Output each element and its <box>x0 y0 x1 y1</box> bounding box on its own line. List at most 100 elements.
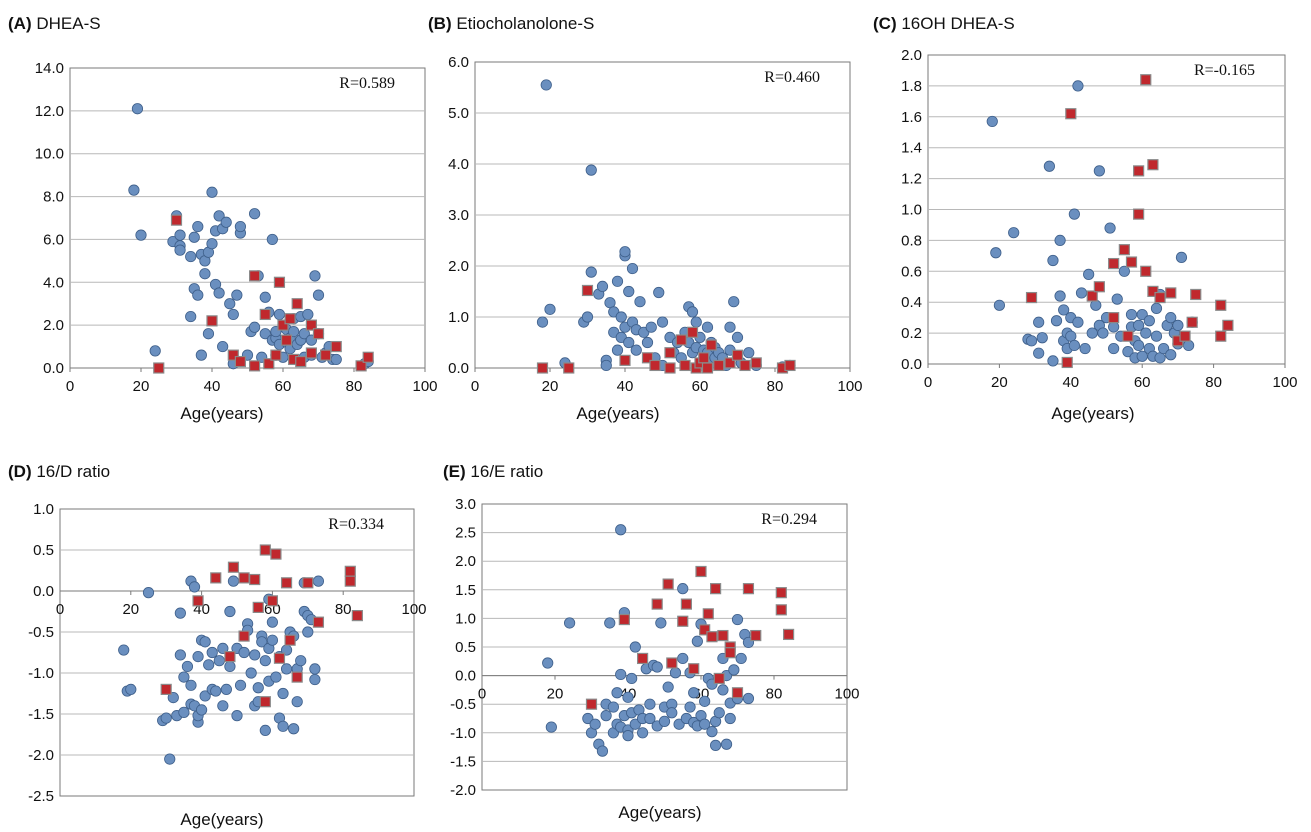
chart-a-point-circle <box>199 268 211 280</box>
chart-a-point-square <box>249 360 261 372</box>
chart-d-point-circle <box>181 660 194 673</box>
chart-d-point-circle <box>238 646 250 659</box>
chart-c-point-circle <box>1083 268 1095 280</box>
chart-d-xtick-label: 100 <box>401 601 426 618</box>
chart-e-point-circle <box>545 721 557 733</box>
chart-d-point-circle <box>203 659 215 671</box>
chart-a-r-value: R=0.589 <box>339 75 395 92</box>
chart-c-point-square <box>1122 330 1134 342</box>
chart-c-ytick-label: 1.0 <box>901 202 922 219</box>
chart-d-point-square <box>312 616 325 628</box>
chart-a-point-square <box>362 351 374 363</box>
chart-d-point-circle <box>227 575 240 587</box>
chart-a-point-circle <box>234 220 246 233</box>
chart-a-point-circle <box>330 353 342 366</box>
chart-d-point-circle <box>199 690 211 702</box>
chart-a-xtick-label: 60 <box>275 378 292 395</box>
chart-a-ytick-label: 12.0 <box>35 103 64 120</box>
panel-e-title: (E) 16/E ratio <box>443 462 543 482</box>
chart-a-point-circle <box>224 298 236 310</box>
chart-e-point-circle <box>626 672 638 685</box>
chart-d-point-square <box>284 634 296 646</box>
chart-d-point-circle <box>256 636 268 648</box>
chart-e-point-circle <box>699 695 711 707</box>
chart-b-point-square <box>649 359 661 372</box>
panel-a-title: (A) DHEA-S <box>8 14 101 34</box>
chart-c-point-circle <box>1104 222 1116 234</box>
chart-b-point-circle <box>623 336 635 349</box>
chart-a-point-circle <box>249 208 261 220</box>
chart-b-xtick-label: 40 <box>617 378 634 395</box>
chart-c-point-circle <box>1072 316 1084 328</box>
chart-e-point-circle <box>731 613 744 626</box>
chart-e-point-square <box>724 647 736 659</box>
chart-e-point-circle <box>677 583 689 595</box>
chart-b-point-circle <box>653 286 665 299</box>
chart-d-ytick-label: -2.5 <box>28 788 54 805</box>
chart-c-point-circle <box>1097 327 1109 339</box>
chart-d-point-circle <box>164 753 176 765</box>
panel-d-name: 16/D ratio <box>36 462 111 481</box>
chart-e-ytick-label: 1.5 <box>455 582 476 599</box>
chart-d-point-square <box>210 572 222 584</box>
chart-d-point-circle <box>224 660 236 673</box>
chart-c-point-circle <box>1068 208 1080 220</box>
chart-c-point-circle <box>1150 302 1163 314</box>
chart-a-point-circle <box>195 349 207 361</box>
chart-a-point-circle <box>266 233 278 246</box>
chart-d-point-circle <box>199 636 211 648</box>
chart-a-point-circle <box>298 328 310 340</box>
chart-d-point-circle <box>295 655 307 667</box>
chart-d-ytick-label: 1.0 <box>33 501 54 518</box>
chart-b-point-circle <box>686 306 699 318</box>
chart-c-point-circle <box>1054 290 1066 302</box>
chart-d-point-circle <box>259 655 271 667</box>
panel-a-name: DHEA-S <box>36 14 101 33</box>
chart-c-point-square <box>1147 159 1159 171</box>
chart-c-point-circle <box>1183 339 1195 352</box>
chart-b-point-square <box>619 354 631 366</box>
chart-b-point-square <box>739 359 751 372</box>
chart-d-point-circle <box>213 655 225 667</box>
chart-e-point-square <box>775 604 787 616</box>
chart-e-point-circle <box>542 657 554 669</box>
chart-b-point-circle <box>645 321 657 333</box>
chart-e-point-circle <box>713 707 725 719</box>
chart-d-point-circle <box>178 671 190 683</box>
chart-d-point-circle <box>309 673 321 686</box>
panel-c-name: 16OH DHEA-S <box>901 14 1015 33</box>
chart-c-point-circle <box>1165 349 1177 361</box>
chart-c-point-circle <box>1093 165 1105 177</box>
chart-d-point-circle <box>185 679 197 691</box>
chart-c-point-circle <box>1136 308 1148 321</box>
chart-b-point-square <box>724 357 736 369</box>
chart-a-point-circle <box>206 186 218 198</box>
chart-a-point-circle <box>174 229 186 241</box>
chart-e-point-circle <box>604 617 616 629</box>
chart-a-point-circle <box>128 184 140 196</box>
chart-d-point-circle <box>142 587 155 599</box>
panel-b-title: (B) Etiocholanolone-S <box>428 14 594 34</box>
chart-c-point-circle <box>1065 330 1077 342</box>
chart-b-ytick-label: 0.0 <box>448 360 469 377</box>
chart-d-point-square <box>291 671 303 683</box>
chart-c-point-circle <box>1047 355 1059 367</box>
chart-e-ytick-label: 2.0 <box>455 553 476 570</box>
chart-d-xtick-label: 20 <box>122 601 139 618</box>
chart-e-point-circle <box>720 738 733 750</box>
chart-b-point-circle <box>641 336 654 349</box>
chart-d-point-circle <box>288 723 300 735</box>
chart-c-point-circle <box>1047 254 1059 267</box>
chart-b-point-circle <box>656 316 669 328</box>
chart-a-ytick-label: 10.0 <box>35 146 64 163</box>
chart-e-point-circle <box>658 715 671 727</box>
chart-b-ytick-label: 1.0 <box>448 309 469 326</box>
chart-c-point-circle <box>1058 304 1070 316</box>
chart-a-ytick-label: 8.0 <box>43 189 64 206</box>
chart-b-point-square <box>731 349 744 361</box>
chart-e-ytick-label: 0.5 <box>455 639 476 656</box>
chart-b-point-circle <box>701 321 714 333</box>
chart-c-point-circle <box>1008 227 1020 239</box>
chart-a-point-square <box>305 347 317 359</box>
chart-e-point-circle <box>699 718 711 730</box>
